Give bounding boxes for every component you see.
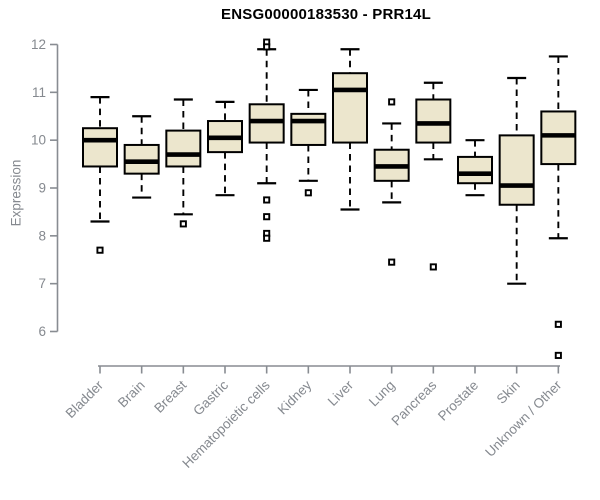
y-axis-label: Expression: [8, 159, 24, 227]
outlier-breast: [179, 220, 187, 228]
outlier-hematopoietic-cells: [263, 213, 271, 221]
x-tick-label-prostate: Prostate: [435, 378, 481, 424]
outlier-hematopoietic-cells: [263, 234, 271, 242]
outlier-bladder: [96, 246, 104, 254]
x-tick-label-gastric: Gastric: [190, 377, 231, 418]
x-tick-label-bladder: Bladder: [63, 377, 107, 421]
y-tick-label: 11: [32, 85, 46, 100]
outlier-pancreas: [429, 263, 437, 271]
x-tick-label-pancreas: Pancreas: [389, 377, 440, 428]
box-liver: [332, 72, 369, 144]
x-tick-label-brain: Brain: [115, 378, 148, 411]
box-kidney: [290, 112, 327, 146]
y-tick-label: 12: [31, 37, 46, 52]
outlier-lung: [388, 98, 396, 106]
x-tick-label-kidney: Kidney: [275, 377, 315, 417]
x-tick-label-unknown-other: Unknown / Other: [482, 377, 565, 460]
outlier-hematopoietic-cells: [263, 43, 271, 51]
box-pancreas: [415, 98, 452, 144]
outlier-unknown-other: [554, 351, 562, 359]
x-tick-label-liver: Liver: [325, 377, 357, 409]
x-tick-label-skin: Skin: [494, 378, 523, 407]
y-tick-label: 6: [38, 324, 46, 339]
y-tick-label: 7: [38, 276, 46, 291]
outlier-kidney: [304, 189, 312, 197]
outlier-hematopoietic-cells: [263, 196, 271, 204]
box-unknown-other: [540, 110, 577, 166]
box-hematopoietic-cells: [248, 103, 285, 144]
box-brain: [123, 143, 160, 175]
x-tick-label-breast: Breast: [151, 377, 189, 415]
y-tick-label: 9: [38, 180, 46, 195]
outlier-unknown-other: [554, 320, 562, 328]
y-tick-label: 8: [38, 228, 46, 243]
outlier-lung: [388, 258, 396, 266]
chart-title: ENSG00000183530 - PRR14L: [221, 6, 431, 23]
box-skin: [498, 134, 535, 206]
x-tick-label-lung: Lung: [366, 378, 398, 410]
box-prostate: [457, 155, 494, 185]
y-tick-label: 10: [31, 133, 46, 148]
box-breast: [165, 129, 202, 168]
box-bladder: [82, 127, 118, 168]
